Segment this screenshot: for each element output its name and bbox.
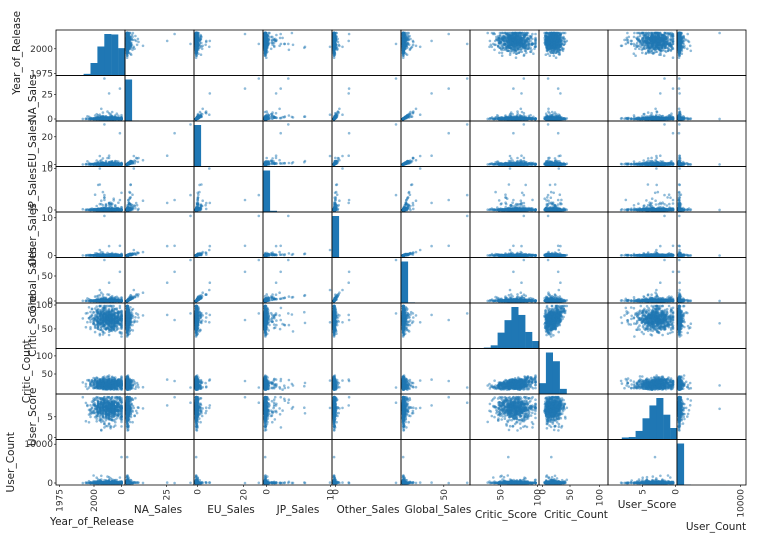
histogram-bar bbox=[91, 63, 98, 76]
scatter-point bbox=[127, 34, 130, 37]
scatter-point bbox=[134, 35, 137, 38]
scatter-point bbox=[126, 56, 129, 59]
cell-year-of-release-vs-year-of-release bbox=[56, 30, 125, 76]
scatter-point bbox=[135, 40, 138, 43]
scatter-point bbox=[195, 56, 198, 59]
cell-year-of-release-vs-na-sales bbox=[125, 30, 194, 76]
scatter-point bbox=[137, 38, 140, 41]
scatter-point bbox=[244, 33, 247, 36]
histogram-bar bbox=[104, 34, 111, 76]
histogram-bar bbox=[111, 34, 118, 75]
histogram-bar bbox=[97, 47, 104, 76]
scatter-point bbox=[208, 46, 211, 49]
scatter-point bbox=[166, 40, 169, 43]
scatter-point bbox=[132, 39, 135, 42]
scatter-point bbox=[204, 44, 207, 47]
scatter-point bbox=[189, 43, 192, 46]
scatter-point bbox=[131, 34, 134, 37]
cell-year-of-release-vs-eu-sales bbox=[194, 30, 263, 76]
scatter-point bbox=[258, 43, 261, 46]
scatter-point bbox=[142, 45, 145, 48]
scatter-point bbox=[205, 40, 208, 43]
scatter-point bbox=[127, 43, 130, 46]
histogram-bar bbox=[118, 48, 125, 75]
scatter-point bbox=[129, 46, 132, 49]
scatter-point bbox=[209, 40, 212, 43]
scatter-point bbox=[126, 38, 129, 41]
scatter-point bbox=[126, 47, 129, 50]
scatter-point bbox=[136, 44, 139, 47]
scatter-point bbox=[200, 53, 203, 56]
scatter-point bbox=[173, 33, 176, 36]
scatter-point bbox=[132, 47, 135, 50]
scatter-point bbox=[201, 45, 204, 48]
scatter-point bbox=[137, 41, 140, 44]
matrix-cells bbox=[56, 30, 746, 485]
scatter-point bbox=[127, 52, 130, 55]
